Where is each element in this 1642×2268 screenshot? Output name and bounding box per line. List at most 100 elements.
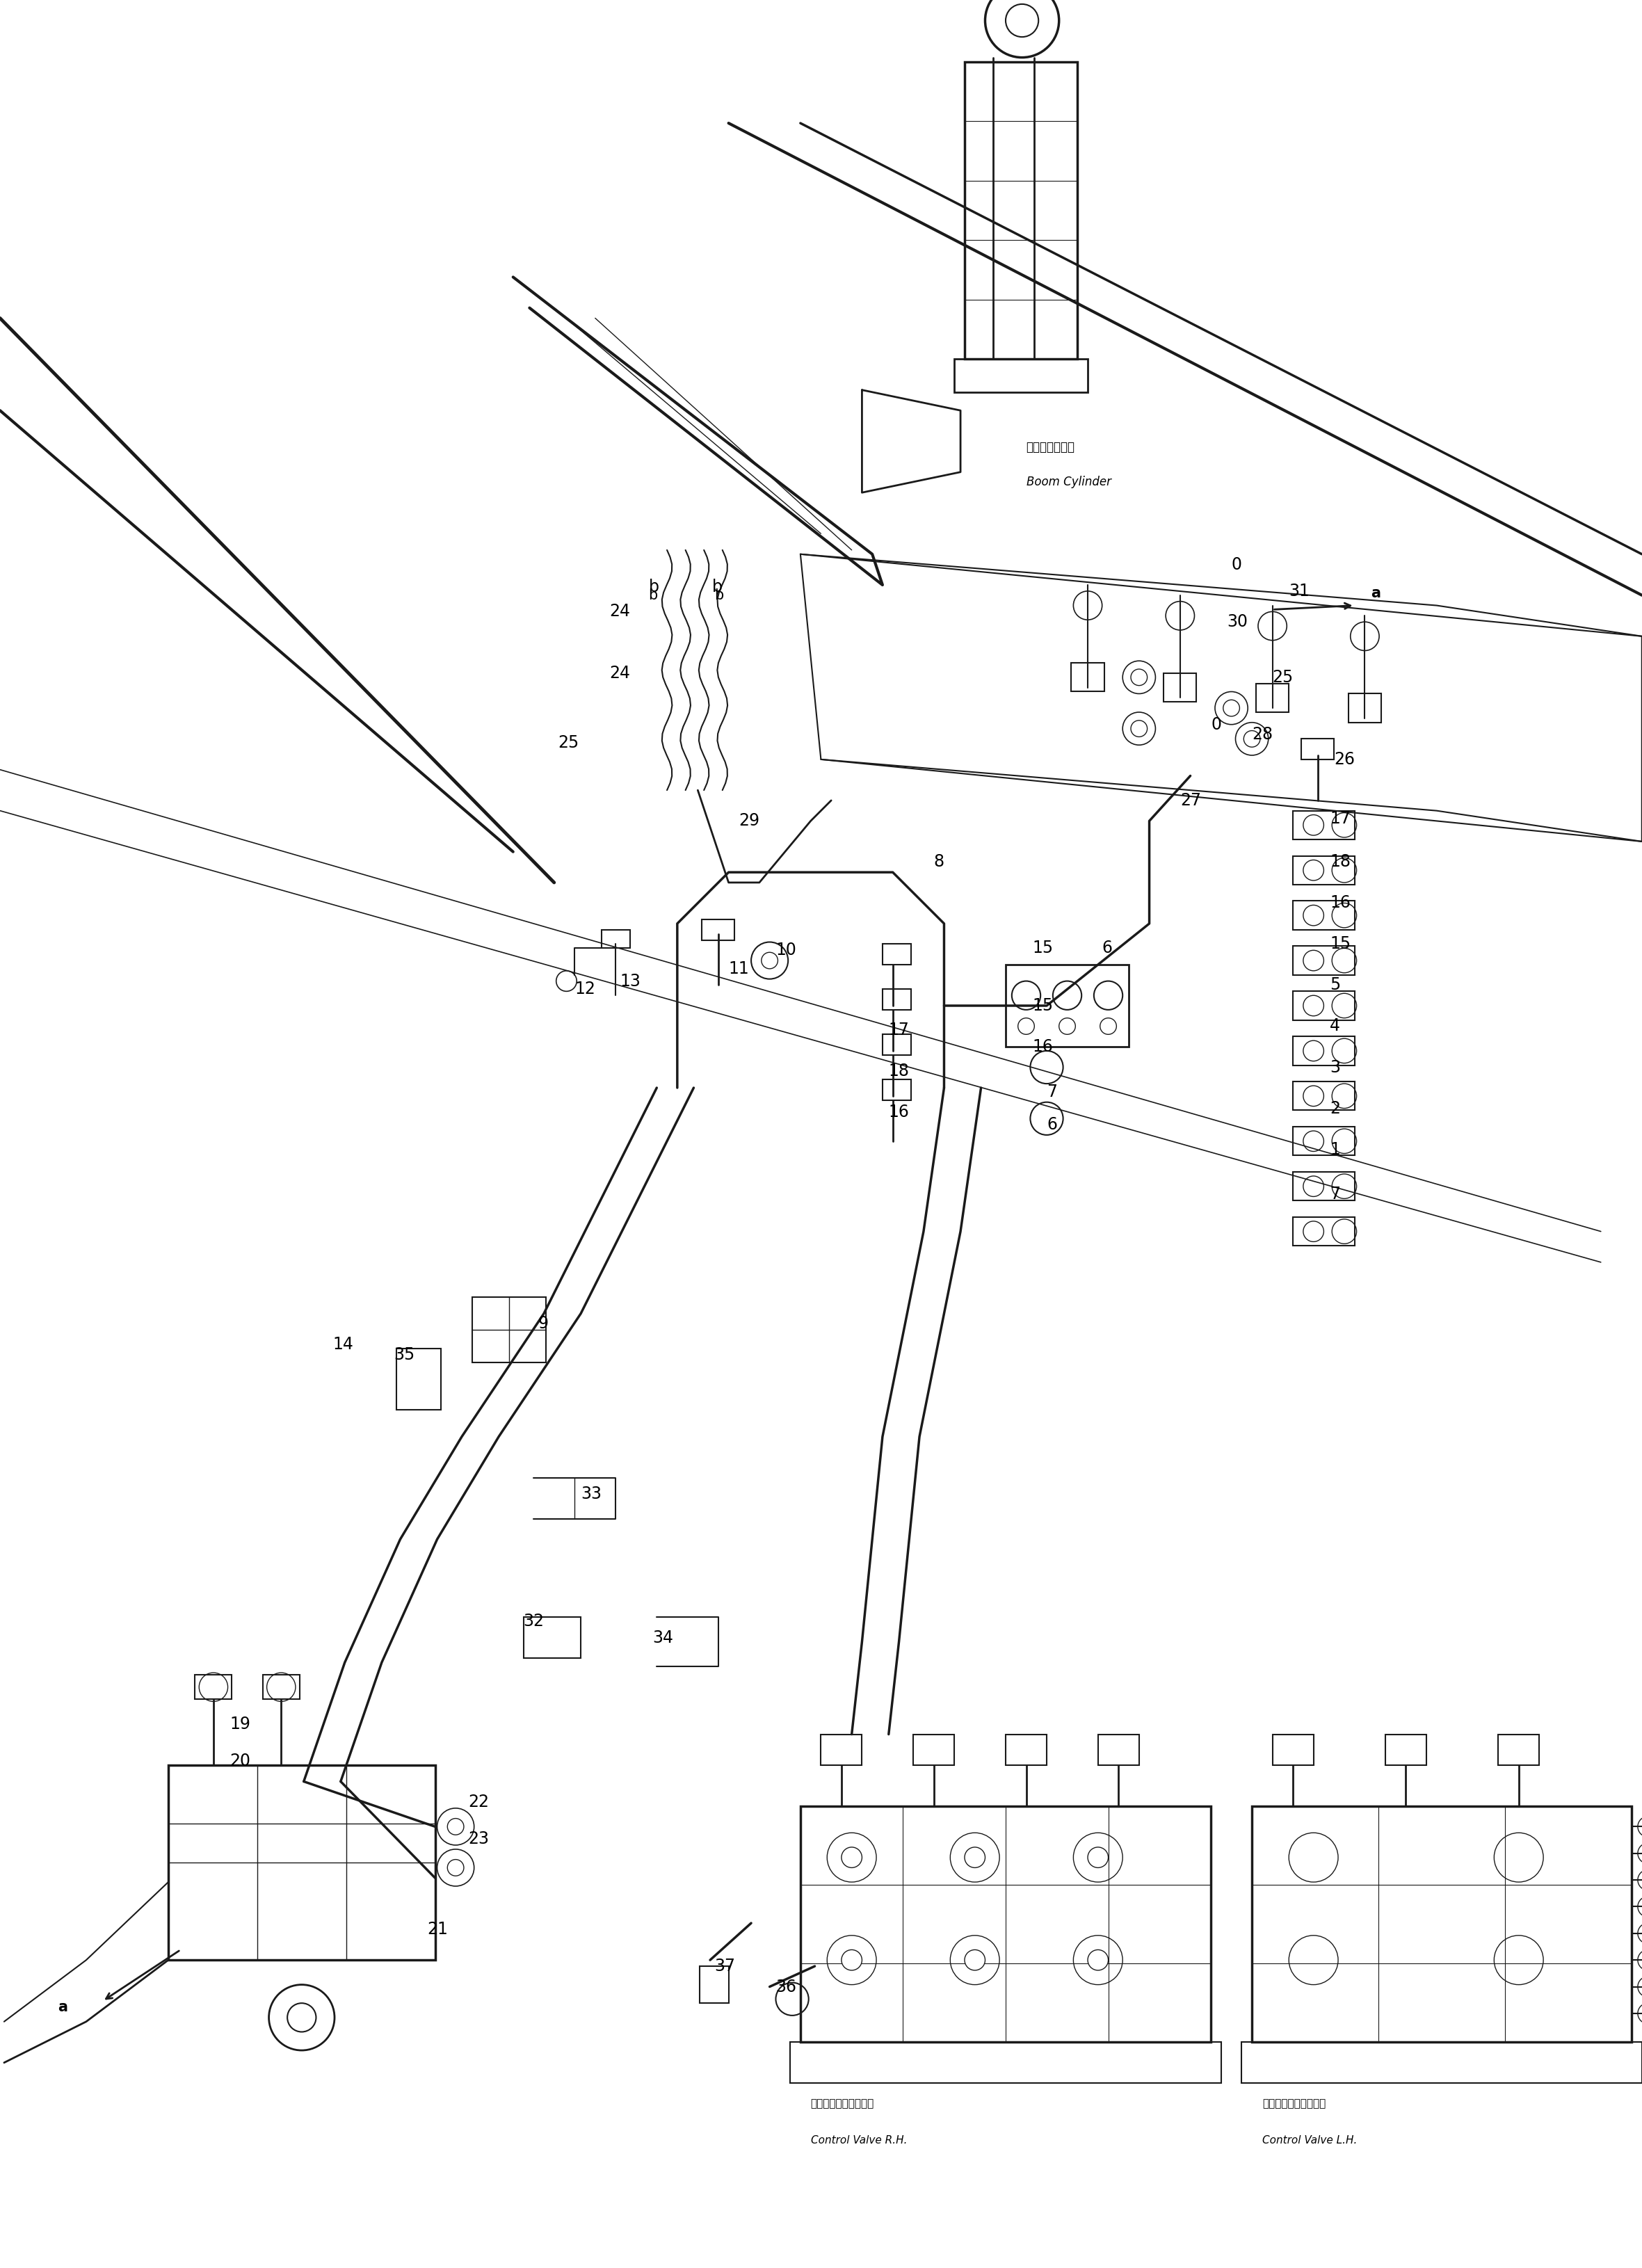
Text: 7: 7 (1330, 1186, 1340, 1202)
Text: 27: 27 (1181, 792, 1200, 810)
Text: 30: 30 (1227, 615, 1248, 631)
Text: 3: 3 (1330, 1059, 1340, 1075)
Text: 9: 9 (537, 1315, 548, 1331)
Text: 13: 13 (619, 973, 640, 989)
Text: 28: 28 (1251, 726, 1273, 744)
Bar (1292, 1036, 1355, 1066)
Text: コントロールバルブ右: コントロールバルブ右 (811, 2098, 874, 2109)
Circle shape (1131, 721, 1148, 737)
Text: 8: 8 (934, 853, 944, 871)
Bar (396, 1349, 442, 1411)
Text: b: b (649, 587, 658, 601)
Text: 16: 16 (1330, 894, 1351, 912)
Bar (1241, 2041, 1642, 2084)
Text: 5: 5 (1330, 978, 1340, 993)
Bar (882, 943, 911, 964)
Text: 19: 19 (230, 1715, 251, 1733)
Text: 16: 16 (1033, 1039, 1053, 1055)
Bar (167, 1765, 435, 1960)
Circle shape (841, 1950, 862, 1971)
Bar (1292, 855, 1355, 885)
Circle shape (1131, 669, 1148, 685)
Circle shape (447, 1860, 463, 1876)
Text: 34: 34 (652, 1628, 673, 1647)
Bar (1292, 946, 1355, 975)
Bar (882, 1034, 911, 1055)
Text: 21: 21 (427, 1921, 448, 1937)
Text: 1: 1 (1330, 1141, 1340, 1157)
Text: 0: 0 (1210, 717, 1222, 733)
Text: 17: 17 (888, 1023, 910, 1039)
Circle shape (1087, 1950, 1108, 1971)
Text: b: b (649, 578, 658, 594)
Bar (954, 358, 1087, 392)
Text: 0: 0 (1232, 556, 1241, 574)
Text: 24: 24 (609, 603, 631, 619)
Text: a: a (57, 2000, 67, 2014)
Text: b: b (714, 587, 724, 601)
Circle shape (1018, 1018, 1034, 1034)
Bar (1098, 1735, 1140, 1765)
Bar (1005, 964, 1128, 1048)
Bar (1251, 1805, 1632, 2041)
Circle shape (1005, 5, 1038, 36)
Text: 2: 2 (1330, 1100, 1340, 1116)
Bar (1071, 662, 1103, 692)
Bar (882, 1080, 911, 1100)
Text: 25: 25 (1273, 669, 1294, 685)
Circle shape (964, 1846, 985, 1867)
Bar (1292, 900, 1355, 930)
Text: 7: 7 (1046, 1084, 1057, 1100)
Text: 15: 15 (1330, 937, 1351, 953)
Text: Control Valve L.H.: Control Valve L.H. (1263, 2136, 1356, 2146)
Text: 29: 29 (739, 812, 760, 830)
Bar (1292, 1082, 1355, 1111)
Text: 26: 26 (1333, 751, 1355, 769)
Bar (1386, 1735, 1427, 1765)
Bar (1292, 991, 1355, 1021)
Bar (1256, 683, 1289, 712)
Bar (790, 2041, 1222, 2084)
Text: 20: 20 (230, 1753, 251, 1769)
Circle shape (287, 2003, 315, 2032)
Bar (1273, 1735, 1314, 1765)
Circle shape (1100, 1018, 1117, 1034)
Bar (195, 1674, 232, 1699)
Text: 17: 17 (1330, 810, 1351, 828)
Text: コントロールバルブ左: コントロールバルブ左 (1263, 2098, 1325, 2109)
Text: 36: 36 (775, 1978, 796, 1996)
Bar (1292, 1173, 1355, 1200)
Text: 33: 33 (581, 1486, 601, 1501)
Text: a: a (1371, 585, 1381, 601)
Bar (1164, 674, 1197, 701)
Bar (701, 919, 734, 939)
Circle shape (1223, 701, 1240, 717)
Bar (1292, 1127, 1355, 1154)
Circle shape (1087, 1846, 1108, 1867)
Text: 18: 18 (1330, 853, 1351, 871)
Text: 35: 35 (394, 1347, 415, 1363)
Bar (964, 61, 1077, 358)
Bar (821, 1735, 862, 1765)
Text: 32: 32 (524, 1613, 544, 1631)
Text: 15: 15 (1033, 998, 1053, 1014)
Text: 10: 10 (775, 941, 796, 959)
Text: Control Valve R.H.: Control Valve R.H. (811, 2136, 906, 2146)
Bar (1348, 694, 1381, 723)
Circle shape (447, 1819, 463, 1835)
Text: 18: 18 (888, 1064, 910, 1080)
Text: Boom Cylinder: Boom Cylinder (1026, 476, 1112, 488)
Text: 25: 25 (558, 735, 580, 751)
Circle shape (1243, 730, 1259, 746)
Bar (1300, 739, 1333, 760)
Text: 6: 6 (1046, 1116, 1057, 1134)
Text: 24: 24 (609, 665, 631, 680)
Bar (882, 989, 911, 1009)
Text: 22: 22 (468, 1794, 489, 1810)
Bar (524, 1617, 581, 1658)
Bar (1292, 810, 1355, 839)
Bar (471, 1297, 545, 1363)
Text: 12: 12 (575, 980, 596, 998)
Bar (263, 1674, 299, 1699)
Bar (601, 930, 631, 948)
